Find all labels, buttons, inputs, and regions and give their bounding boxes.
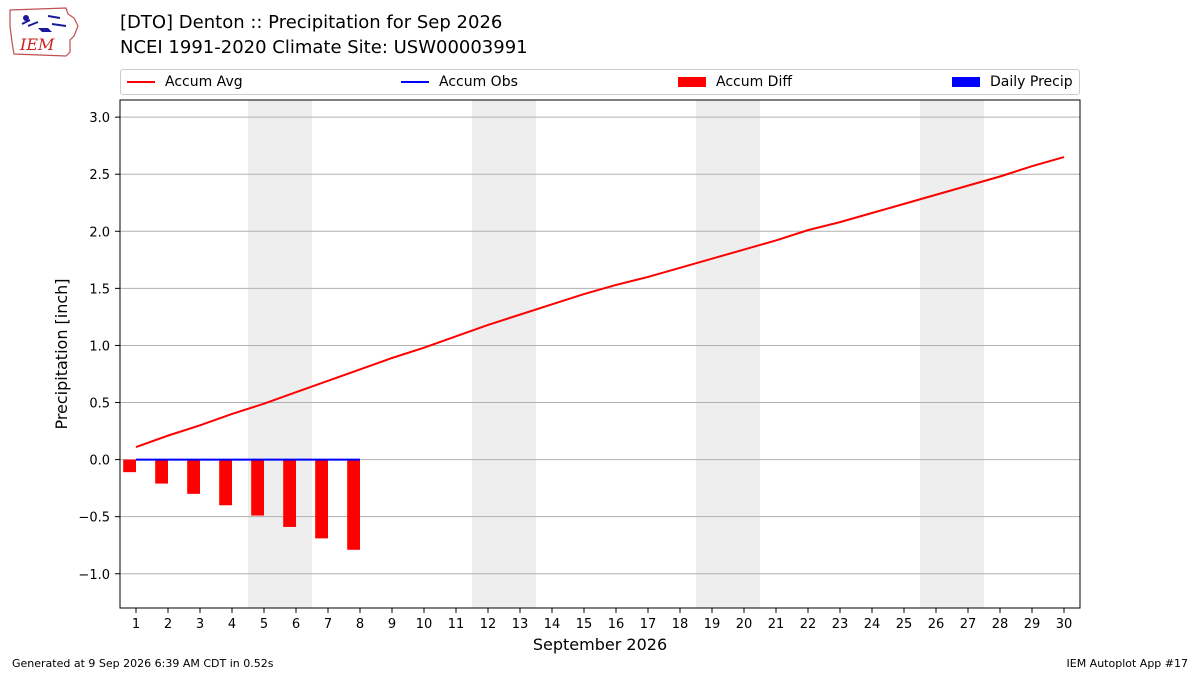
generated-timestamp: Generated at 9 Sep 2026 6:39 AM CDT in 0… (12, 657, 274, 670)
x-tick-label: 16 (608, 617, 625, 632)
x-tick-label: 9 (388, 617, 396, 632)
legend-item-accum-obs: Accum Obs (401, 73, 518, 91)
x-tick-label: 30 (1056, 617, 1073, 632)
legend-swatch (127, 81, 155, 83)
x-tick-label: 28 (992, 617, 1009, 632)
legend-item-accum-diff: Accum Diff (678, 73, 792, 91)
x-tick-label: 13 (512, 617, 529, 632)
x-tick-label: 15 (576, 617, 593, 632)
legend-swatch (401, 81, 429, 83)
diff-bar (251, 459, 264, 516)
diff-bar (155, 459, 168, 484)
x-tick-label: 11 (448, 617, 465, 632)
weekend-band (248, 100, 312, 608)
x-tick-label: 27 (960, 617, 977, 632)
x-tick-label: 17 (640, 617, 657, 632)
x-tick-label: 21 (768, 617, 785, 632)
x-tick-label: 1 (132, 617, 140, 632)
plot-frame (119, 99, 1081, 609)
x-tick-label: 25 (896, 617, 913, 632)
x-tick-label: 10 (416, 617, 433, 632)
chart-title: [DTO] Denton :: Precipitation for Sep 20… (120, 12, 503, 33)
diff-bar (187, 459, 200, 494)
y-tick-label: 0.5 (89, 397, 110, 412)
legend: Accum Avg Accum Obs Accum Diff Daily Pre… (120, 69, 1080, 95)
y-tick-label: 2.0 (89, 225, 110, 240)
x-tick-label: 5 (260, 617, 268, 632)
chart-subtitle: NCEI 1991-2020 Climate Site: USW00003991 (120, 37, 528, 58)
y-tick-label: 2.5 (89, 168, 110, 183)
legend-item-accum-avg: Accum Avg (127, 73, 243, 91)
x-tick-label: 19 (704, 617, 721, 632)
weekend-band (696, 100, 760, 608)
x-tick-label: 29 (1024, 617, 1041, 632)
x-tick-label: 26 (928, 617, 945, 632)
x-tick-label: 20 (736, 617, 753, 632)
legend-swatch (952, 77, 980, 87)
diff-bar (123, 459, 136, 473)
x-axis-label: September 2026 (533, 635, 667, 654)
legend-label: Accum Obs (439, 74, 518, 90)
y-tick-label: 3.0 (89, 111, 110, 126)
x-tick-label: 23 (832, 617, 849, 632)
x-tick-label: 4 (228, 617, 236, 632)
diff-bars (123, 459, 360, 550)
y-axis-label: Precipitation [inch] (52, 278, 71, 429)
legend-item-daily-precip: Daily Precip (952, 73, 1073, 91)
y-tick-label: −1.0 (78, 568, 110, 583)
x-tick-label: 22 (800, 617, 817, 632)
x-tick-label: 8 (356, 617, 364, 632)
x-tick-label: 14 (544, 617, 561, 632)
y-tick-label: −0.5 (78, 511, 110, 526)
iowa-map-icon: IEM (9, 7, 79, 57)
legend-label: Accum Diff (716, 74, 793, 90)
y-tick-label: 1.0 (89, 339, 110, 354)
x-tick-label: 18 (672, 617, 689, 632)
x-tick-label: 3 (196, 617, 204, 632)
x-tick-label: 24 (864, 617, 881, 632)
legend-swatch (678, 77, 706, 87)
diff-bar (347, 459, 360, 550)
diff-bar (219, 459, 232, 506)
x-tick-label: 7 (324, 617, 332, 632)
y-tick-label: 1.5 (89, 282, 110, 297)
diff-bar (283, 459, 296, 527)
x-tick-label: 6 (292, 617, 300, 632)
legend-label: Accum Avg (165, 74, 243, 90)
logo-text: IEM (19, 35, 55, 54)
diff-bar (315, 459, 328, 539)
iem-logo[interactable]: IEM (8, 6, 80, 62)
y-axis-ticks: 3.0 2.5 2.0 1.5 1.0 0.5 0.0 −0.5 −1.0 (78, 111, 120, 583)
series-lines (135, 156, 1065, 461)
series-line (135, 156, 1065, 448)
x-tick-label: 12 (480, 617, 497, 632)
weekend-band (920, 100, 984, 608)
weekend-band (472, 100, 536, 608)
app-credit: IEM Autoplot App #17 (1066, 657, 1189, 670)
x-tick-label: 2 (164, 617, 172, 632)
legend-label: Daily Precip (990, 74, 1073, 90)
x-axis-ticks: 1 2 3 4 5 6 7 8 9 10 11 12 13 14 15 16 17 18 19 20 21 22 23 24 2… (132, 608, 1072, 632)
y-tick-label: 0.0 (89, 454, 110, 469)
